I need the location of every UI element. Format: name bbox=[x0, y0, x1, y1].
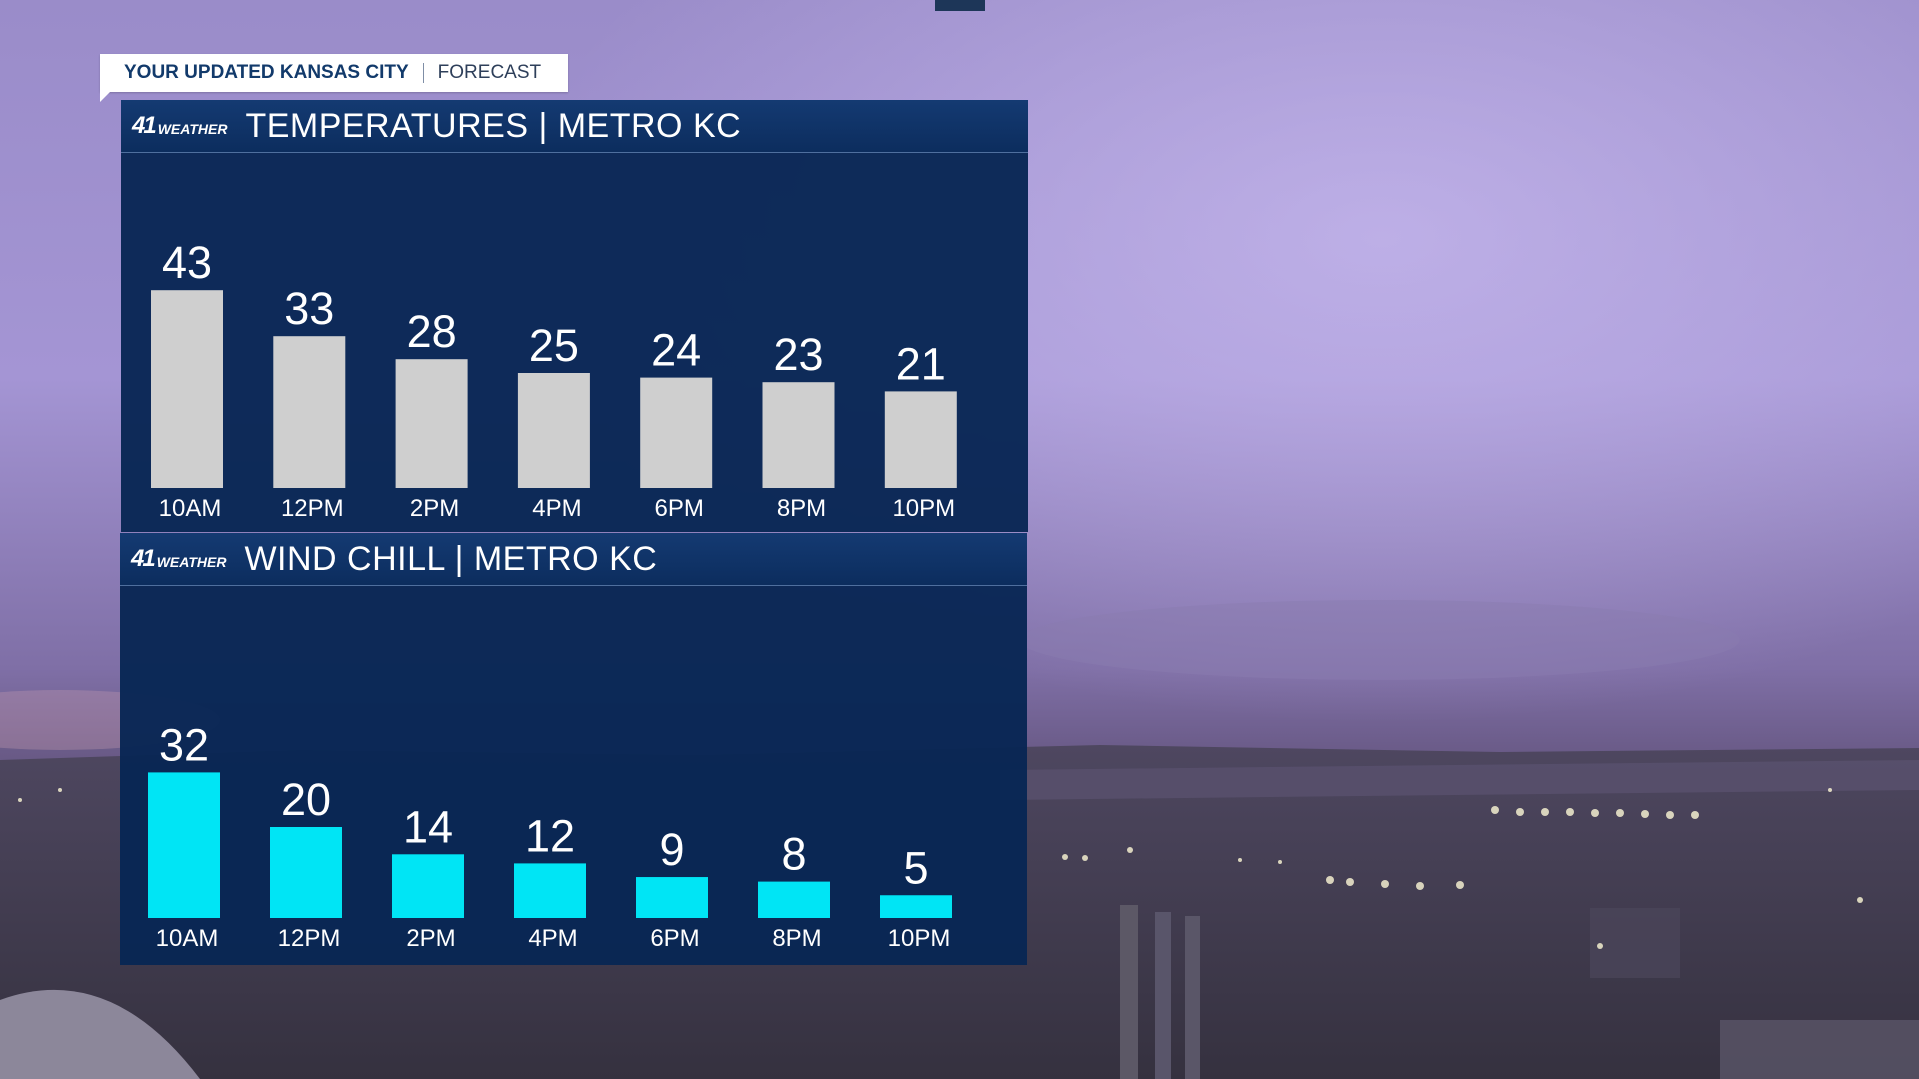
value-label: 20 bbox=[281, 774, 331, 825]
category-label: 10PM bbox=[892, 495, 955, 522]
category-label: 8PM bbox=[777, 495, 826, 522]
station-logo: 41 WEATHER bbox=[131, 547, 226, 571]
category-label: 12PM bbox=[278, 925, 341, 952]
bar-2pm bbox=[395, 359, 468, 488]
banner-divider bbox=[422, 63, 424, 83]
temperatures-chart: 43 10AM 33 12PM 28 2PM 25 4PM 24 6PM 23 8PM 21 10PM bbox=[151, 237, 957, 522]
wind-chill-title: WIND CHILL | METRO KC bbox=[244, 539, 658, 578]
category-label: 2PM bbox=[410, 495, 459, 522]
value-label: 14 bbox=[403, 801, 453, 852]
wind-chill-header: 41 WEATHER WIND CHILL | METRO KC bbox=[120, 533, 1027, 586]
bar-8pm bbox=[758, 881, 830, 918]
value-label: 32 bbox=[159, 719, 209, 770]
banner-title: YOUR UPDATED KANSAS CITY bbox=[124, 62, 409, 83]
bar-10am bbox=[151, 290, 223, 488]
bar-4pm bbox=[514, 863, 586, 918]
category-label: 4PM bbox=[532, 495, 581, 522]
wind-chill-panel: 41 WEATHER WIND CHILL | METRO KC 32 10AM 2… bbox=[120, 533, 1027, 965]
category-label: 2PM bbox=[406, 925, 455, 952]
bar-12pm bbox=[273, 336, 346, 488]
bar-12pm bbox=[270, 827, 342, 918]
value-label: 12 bbox=[525, 810, 575, 861]
bar-10pm bbox=[880, 895, 952, 918]
banner-tail bbox=[100, 90, 112, 102]
value-label: 21 bbox=[896, 338, 946, 389]
logo-word: WEATHER bbox=[156, 554, 227, 570]
temperatures-header: 41 WEATHER TEMPERATURES | METRO KC bbox=[121, 100, 1028, 153]
value-label: 9 bbox=[659, 824, 684, 875]
bar-6pm bbox=[636, 877, 708, 918]
wind-chill-chart: 32 10AM 20 12PM 14 2PM 12 4PM 9 6PM 8 8PM 5 10PM bbox=[148, 719, 952, 952]
station-logo: 41 WEATHER bbox=[132, 114, 227, 138]
forecast-banner: YOUR UPDATED KANSAS CITY FORECAST bbox=[100, 54, 568, 92]
bar-10pm bbox=[884, 391, 957, 488]
category-label: 10PM bbox=[888, 925, 951, 952]
bar-8pm bbox=[762, 382, 835, 488]
value-label: 43 bbox=[162, 237, 212, 288]
category-label: 8PM bbox=[772, 925, 821, 952]
logo-number: 41 bbox=[132, 112, 157, 139]
category-label: 10AM bbox=[159, 495, 222, 522]
logo-word: WEATHER bbox=[157, 121, 228, 137]
temperatures-panel: 41 WEATHER TEMPERATURES | METRO KC 43 10A… bbox=[121, 100, 1028, 532]
bar-6pm bbox=[640, 377, 713, 488]
category-label: 10AM bbox=[156, 925, 219, 952]
bar-2pm bbox=[392, 854, 464, 918]
value-label: 33 bbox=[284, 283, 334, 334]
logo-number: 41 bbox=[131, 545, 156, 572]
bar-4pm bbox=[517, 373, 590, 488]
category-label: 6PM bbox=[650, 925, 699, 952]
category-label: 12PM bbox=[281, 495, 344, 522]
bar-10am bbox=[148, 772, 220, 918]
banner-subtitle: FORECAST bbox=[437, 62, 542, 83]
value-label: 23 bbox=[773, 329, 823, 380]
category-label: 4PM bbox=[528, 925, 577, 952]
value-label: 24 bbox=[651, 325, 701, 376]
value-label: 5 bbox=[903, 842, 928, 893]
value-label: 28 bbox=[407, 306, 457, 357]
category-label: 6PM bbox=[655, 495, 704, 522]
temperatures-title: TEMPERATURES | METRO KC bbox=[245, 106, 742, 145]
value-label: 8 bbox=[781, 829, 806, 880]
value-label: 25 bbox=[529, 320, 579, 371]
